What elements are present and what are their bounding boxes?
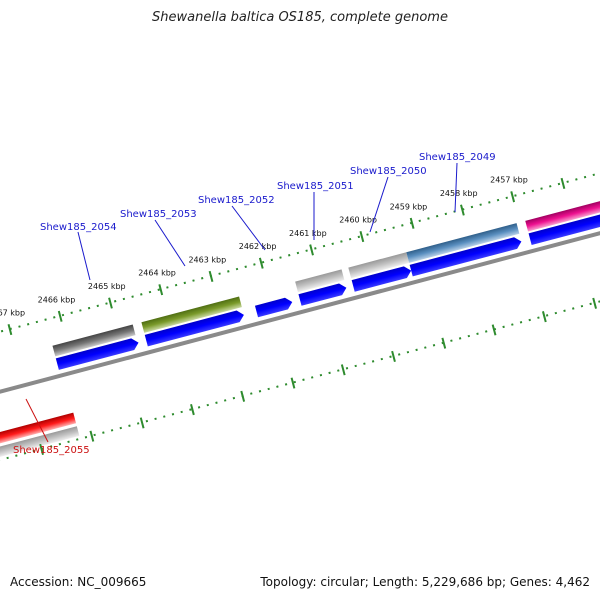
scale-label: 2466 kbp <box>38 295 76 304</box>
gene-label-shew185-2051: Shew185_2051 <box>277 181 354 192</box>
cds-arrow-2052[interactable] <box>254 296 294 318</box>
inner-tick <box>190 404 195 416</box>
inner-tick <box>592 297 598 309</box>
gene-shew185-2049[interactable] <box>406 223 520 263</box>
outer-tick <box>560 177 566 190</box>
gene-label-shew185-2052: Shew185_2052 <box>198 195 275 206</box>
scale-label: 2467 kbp <box>0 309 25 318</box>
cds-arrow-2050[interactable] <box>351 265 413 292</box>
scale-labels: 2467 kbp 2466 kbp 2465 kbp 2464 kbp 2463 kbp… <box>0 176 528 318</box>
inner-tick <box>340 364 346 376</box>
scale-label: 2458 kbp <box>440 189 478 198</box>
outer-dotted-scale <box>0 157 600 349</box>
outer-tick <box>57 310 63 322</box>
inner-tick <box>491 324 497 336</box>
label-leaders <box>25 162 458 443</box>
inner-tick <box>89 430 95 442</box>
cds-arrow-2049[interactable] <box>409 236 523 277</box>
outer-tick <box>108 297 113 309</box>
gene-shew185-2055[interactable] <box>0 412 77 452</box>
inner-tick <box>391 350 396 363</box>
outer-tick <box>359 231 365 243</box>
outer-tick <box>309 244 314 256</box>
outer-tick <box>258 257 264 269</box>
inner-tick <box>240 390 246 402</box>
gene-shew185-2054[interactable] <box>52 324 136 357</box>
gene-shew185-2050[interactable] <box>348 252 410 279</box>
inner-tick <box>139 417 145 429</box>
scale-label: 2463 kbp <box>188 255 226 264</box>
cds-arrow-2054[interactable] <box>55 337 140 370</box>
outer-tick <box>510 191 516 203</box>
gene-label-shew185-2055: Shew185_2055 <box>13 445 90 456</box>
cds-arrow-pink[interactable] <box>528 211 600 246</box>
gene-shew185-2051[interactable] <box>295 269 345 293</box>
inner-tick <box>39 443 44 456</box>
cds-arrow-2051[interactable] <box>298 282 347 306</box>
gene-shew185-2055-lower[interactable] <box>0 426 80 465</box>
gene-pink[interactable] <box>525 197 600 232</box>
outer-tick <box>460 204 465 216</box>
scale-label: 2462 kbp <box>239 242 277 251</box>
inner-tick-marks <box>39 297 598 456</box>
inner-tick <box>290 377 296 389</box>
scale-label: 2465 kbp <box>88 282 126 291</box>
scale-label: 2457 kbp <box>490 176 528 185</box>
scale-label: 2459 kbp <box>390 202 428 211</box>
inner-tick <box>441 337 447 349</box>
outer-tick <box>7 324 13 336</box>
genome-summary: Topology: circular; Length: 5,229,686 bp… <box>260 575 590 589</box>
scale-label: 2460 kbp <box>339 216 377 225</box>
scale-label: 2461 kbp <box>289 229 327 238</box>
outer-tick <box>158 284 164 296</box>
gene-label-shew185-2050: Shew185_2050 <box>350 166 427 177</box>
outer-tick-marks <box>7 177 566 336</box>
track-group: 2467 kbp 2466 kbp 2465 kbp 2464 kbp 2463 kbp… <box>0 157 600 469</box>
inner-dotted-scale <box>0 277 600 469</box>
gene-label-shew185-2054: Shew185_2054 <box>40 222 117 233</box>
genome-backbone <box>0 212 600 411</box>
scale-label: 2464 kbp <box>138 269 176 278</box>
gene-shew185-2053[interactable] <box>141 296 242 333</box>
outer-tick <box>409 217 415 229</box>
cds-arrow-2053[interactable] <box>144 309 246 347</box>
inner-tick <box>541 311 547 323</box>
gene-label-shew185-2053: Shew185_2053 <box>120 209 197 220</box>
outer-tick <box>208 270 214 283</box>
gene-label-shew185-2049: Shew185_2049 <box>419 152 496 163</box>
map-title: Shewanella baltica OS185, complete genom… <box>152 10 448 25</box>
accession-label: Accession: NC_009665 <box>10 575 147 589</box>
